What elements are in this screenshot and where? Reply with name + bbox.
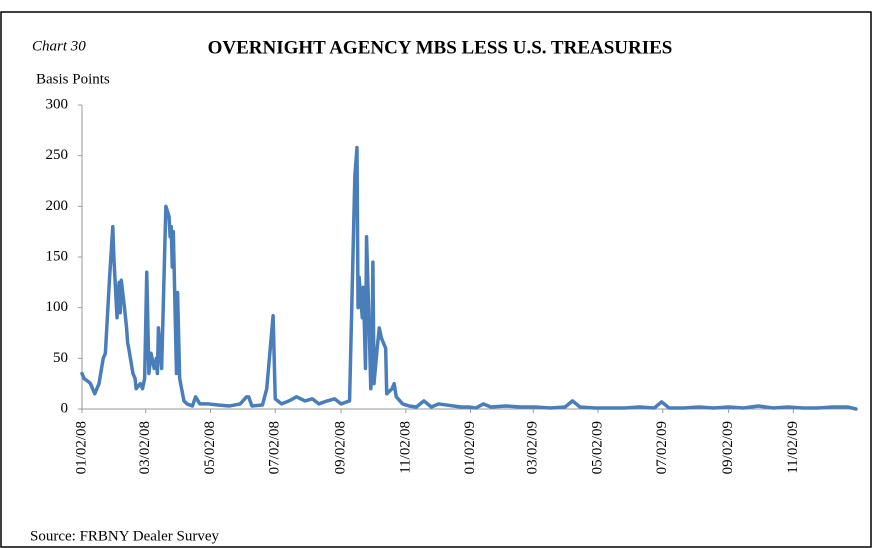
y-tick-label: 50: [53, 350, 68, 366]
y-axis-label: Basis Points: [36, 71, 110, 87]
source: Source: FRBNY Dealer Survey: [30, 528, 219, 544]
x-tick-label: 09/02/09: [720, 421, 736, 474]
chart-label: Chart 30: [32, 38, 86, 54]
x-tick-label: 07/02/09: [654, 421, 670, 474]
y-tick-label: 100: [46, 299, 69, 315]
x-tick-label: 01/02/09: [462, 421, 478, 474]
y-tick-label: 250: [46, 147, 69, 163]
y-tick-label: 0: [61, 400, 69, 416]
x-tick-label: 09/02/08: [332, 421, 348, 474]
line-series: [80, 145, 858, 411]
y-tick-label: 150: [46, 248, 69, 264]
y-tick-label: 300: [46, 96, 69, 112]
x-tick-label: 03/02/09: [525, 421, 541, 474]
x-tick-label: 07/02/08: [267, 421, 283, 474]
frame: [0, 11, 872, 548]
x-tick-label: 01/02/08: [73, 421, 89, 474]
y-tick-label: 200: [46, 198, 69, 214]
chart-title: OVERNIGHT AGENCY MBS LESS U.S. TREASURIE…: [208, 37, 673, 58]
x-tick-label: 05/02/08: [202, 421, 218, 474]
x-tick-label: 11/02/09: [785, 421, 801, 474]
x-tick-label: 05/02/09: [589, 421, 605, 474]
x-tick-label: 11/02/08: [397, 421, 413, 474]
x-tick-label: 03/02/08: [137, 421, 153, 474]
